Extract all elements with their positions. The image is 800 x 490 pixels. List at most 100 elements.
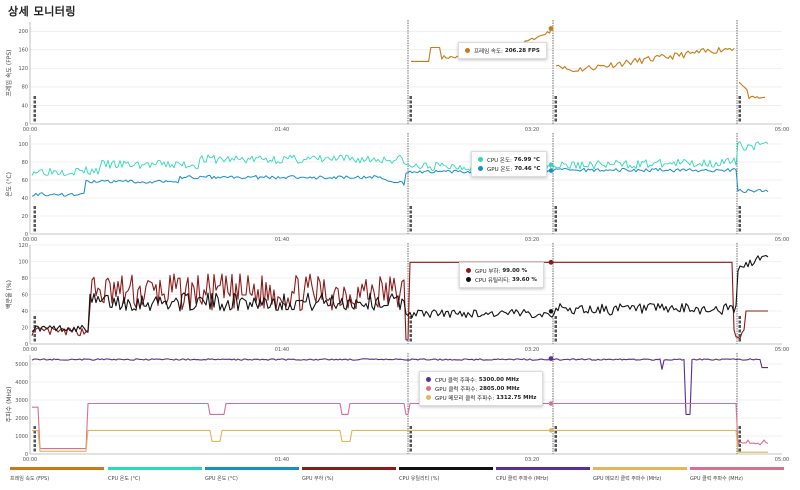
segment-glyph (409, 338, 412, 342)
y-tick-label: 0 (25, 452, 28, 458)
legend-swatch (10, 467, 104, 470)
segment-glyph (33, 334, 36, 337)
segment-marker (554, 426, 557, 452)
segment-marker (738, 426, 741, 452)
segment-glyph (738, 100, 741, 104)
segment-glyph (738, 448, 741, 452)
legend-item-gpu-clock[interactable]: GPU 클럭 주파수 (MHz) (690, 467, 784, 482)
segment-marker (738, 96, 741, 122)
segment-glyph (738, 224, 741, 227)
x-tick-label: 05:00 (775, 127, 789, 133)
segment-glyph (554, 224, 557, 227)
segment-glyph (554, 325, 557, 328)
segment-glyph (554, 118, 557, 122)
segment-glyph (409, 210, 412, 214)
y-tick-label: 80 (22, 160, 28, 166)
segment-glyph (738, 426, 741, 429)
segment-glyph (554, 338, 557, 342)
segment-glyph (554, 206, 557, 209)
segment-glyph (33, 224, 36, 227)
segment-glyph (409, 316, 412, 319)
segment-glyph (738, 215, 741, 218)
segment-marker (409, 206, 412, 232)
segment-glyph (738, 105, 741, 108)
x-tick-label: 01:40 (275, 457, 289, 463)
fps-dot-icon (465, 48, 470, 53)
segment-glyph (33, 114, 36, 117)
segment-glyph (738, 329, 741, 333)
segment-glyph (554, 215, 557, 218)
segment-glyph (554, 329, 557, 333)
segment-glyph (33, 338, 36, 342)
y-axis-label: 온도 (°C) (6, 172, 13, 197)
cpu-clock-dot-icon (426, 377, 431, 382)
legend-item-cpu-util[interactable]: CPU 유틸리티 (%) (399, 467, 493, 482)
segment-glyph (554, 219, 557, 223)
cpu-util-series (31, 254, 769, 333)
segment-glyph (33, 435, 36, 438)
segment-glyph (738, 219, 741, 223)
y-tick-label: 200 (18, 29, 28, 35)
y-tick-label: 80 (22, 276, 28, 282)
segment-glyph (409, 448, 412, 452)
y-tick-label: 60 (22, 178, 28, 184)
y-tick-label: 0 (25, 122, 28, 128)
legend-item-fps[interactable]: 프레임 속도 (FPS) (10, 467, 104, 482)
segment-glyph (409, 444, 412, 447)
segment-glyph (409, 426, 412, 429)
legend-item-gpu-mem-clock[interactable]: GPU 메모리 클럭 주파수 (MHz) (593, 467, 687, 482)
legend-swatch (690, 467, 784, 470)
x-tick-label: 05:00 (775, 457, 789, 463)
legend-item-cpu-clock[interactable]: CPU 클럭 주파수 (MHz) (496, 467, 590, 482)
segment-glyph (33, 219, 36, 223)
x-tick-label: 05:00 (775, 237, 789, 243)
segment-glyph (554, 430, 557, 434)
segment-glyph (409, 334, 412, 337)
y-tick-label: 80 (22, 85, 28, 91)
y-tick-label: 100 (18, 259, 28, 265)
segment-glyph (33, 109, 36, 113)
segment-glyph (738, 96, 741, 99)
y-tick-label: 20 (22, 214, 28, 220)
y-tick-label: 160 (18, 48, 28, 54)
segment-marker (409, 316, 412, 342)
segment-glyph (738, 210, 741, 214)
segment-glyph (409, 109, 412, 113)
gpu-load-series (31, 261, 768, 341)
segment-glyph (409, 105, 412, 108)
segment-glyph (554, 105, 557, 108)
page-title: 상세 모니터링 (8, 5, 77, 18)
percent-tooltip: GPU 부하: 99.00 % CPU 유틸리티: 39.60 % (459, 262, 544, 288)
segment-glyph (409, 430, 412, 434)
y-tick-label: 3000 (15, 398, 28, 404)
legend-item-gpu-temp[interactable]: GPU 온도 (°C) (205, 467, 299, 482)
segment-glyph (554, 334, 557, 337)
legend-item-cpu-temp[interactable]: CPU 온도 (°C) (108, 467, 202, 482)
segment-glyph (33, 96, 36, 99)
y-tick-label: 40 (22, 309, 28, 315)
segment-glyph (33, 329, 36, 333)
segment-glyph (554, 316, 557, 319)
segment-glyph (33, 105, 36, 108)
segment-glyph (409, 100, 412, 104)
segment-marker (738, 206, 741, 232)
segment-glyph (738, 316, 741, 319)
x-tick-label: 00:00 (23, 347, 37, 353)
gpu-mem-clock-hover-point (548, 428, 554, 433)
segment-marker (409, 426, 412, 452)
fps-series-3 (738, 81, 765, 100)
gpu-core-clock-series (32, 402, 769, 450)
segment-glyph (409, 118, 412, 122)
legend-item-gpu-load[interactable]: GPU 부하 (%) (302, 467, 396, 482)
chart-legend: 프레임 속도 (FPS) CPU 온도 (°C) GPU 온도 (°C) GPU… (10, 467, 790, 487)
segment-glyph (33, 210, 36, 214)
segment-glyph (554, 439, 557, 443)
gpu-clock-dot-icon (426, 386, 431, 391)
y-tick-label: 20 (22, 325, 28, 331)
segment-glyph (738, 435, 741, 438)
segment-marker (738, 316, 741, 342)
x-tick-label: 00:00 (23, 127, 37, 133)
temperature-tooltip: CPU 온도: 76.99 °C GPU 온도: 70.46 °C (471, 151, 548, 177)
segment-glyph (738, 109, 741, 113)
x-tick-label: 01:40 (275, 347, 289, 353)
